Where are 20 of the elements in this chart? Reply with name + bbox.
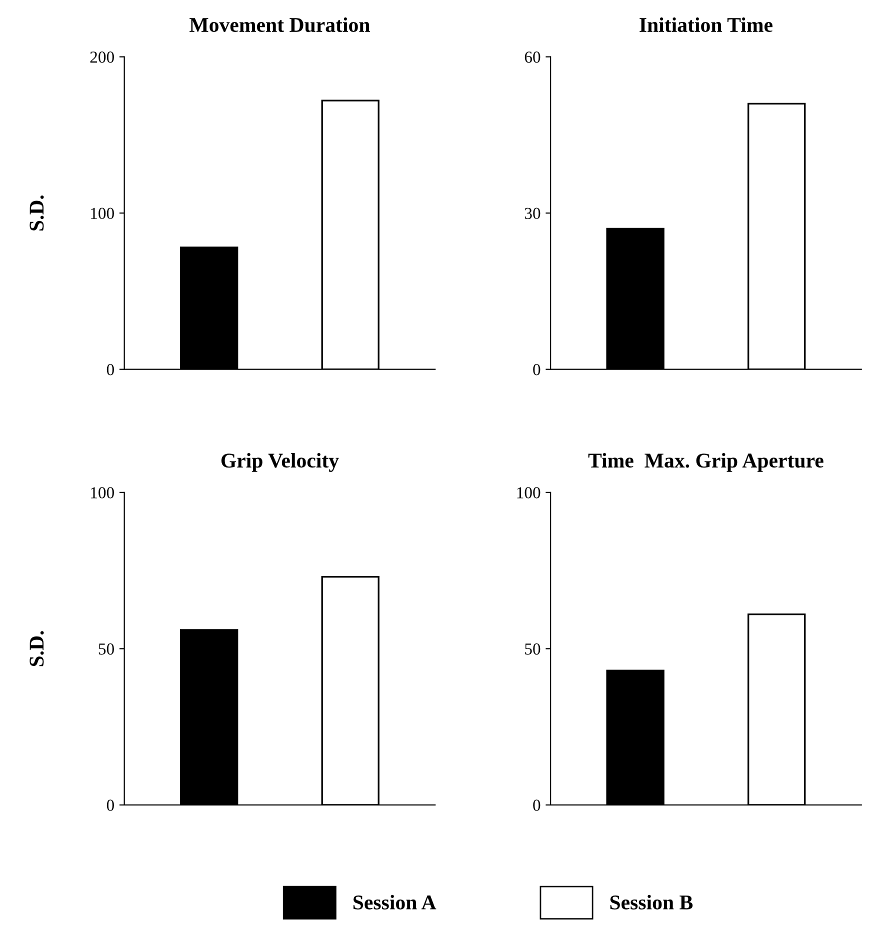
y-axis-title: S.D. (30, 195, 44, 230)
y-tick-label: 100 (517, 487, 540, 498)
y-tick-label: 0 (106, 364, 114, 376)
y-tick-label: 30 (524, 208, 540, 220)
y-tick-label: 0 (533, 800, 540, 811)
chart-title: Movement Duration (190, 17, 370, 32)
y-tick-label: 50 (525, 643, 540, 655)
y-tick-label: 0 (106, 800, 114, 811)
chart-title: Grip Velocity (221, 452, 339, 472)
legend-label: Session B (610, 894, 693, 910)
chart-title: Time Max. Grip Aperture (588, 452, 824, 472)
y-tick-label: 200 (90, 52, 114, 63)
chart-title: Initiation Time (640, 17, 772, 32)
y-axis-title: S.D. (30, 631, 44, 666)
y-tick-label: 50 (98, 643, 114, 655)
y-tick-label: 100 (91, 208, 114, 220)
y-tick-label: 100 (91, 487, 114, 498)
y-tick-label: 0 (533, 364, 540, 376)
legend-label: Session A (353, 894, 436, 910)
y-tick-label: 60 (524, 52, 540, 63)
